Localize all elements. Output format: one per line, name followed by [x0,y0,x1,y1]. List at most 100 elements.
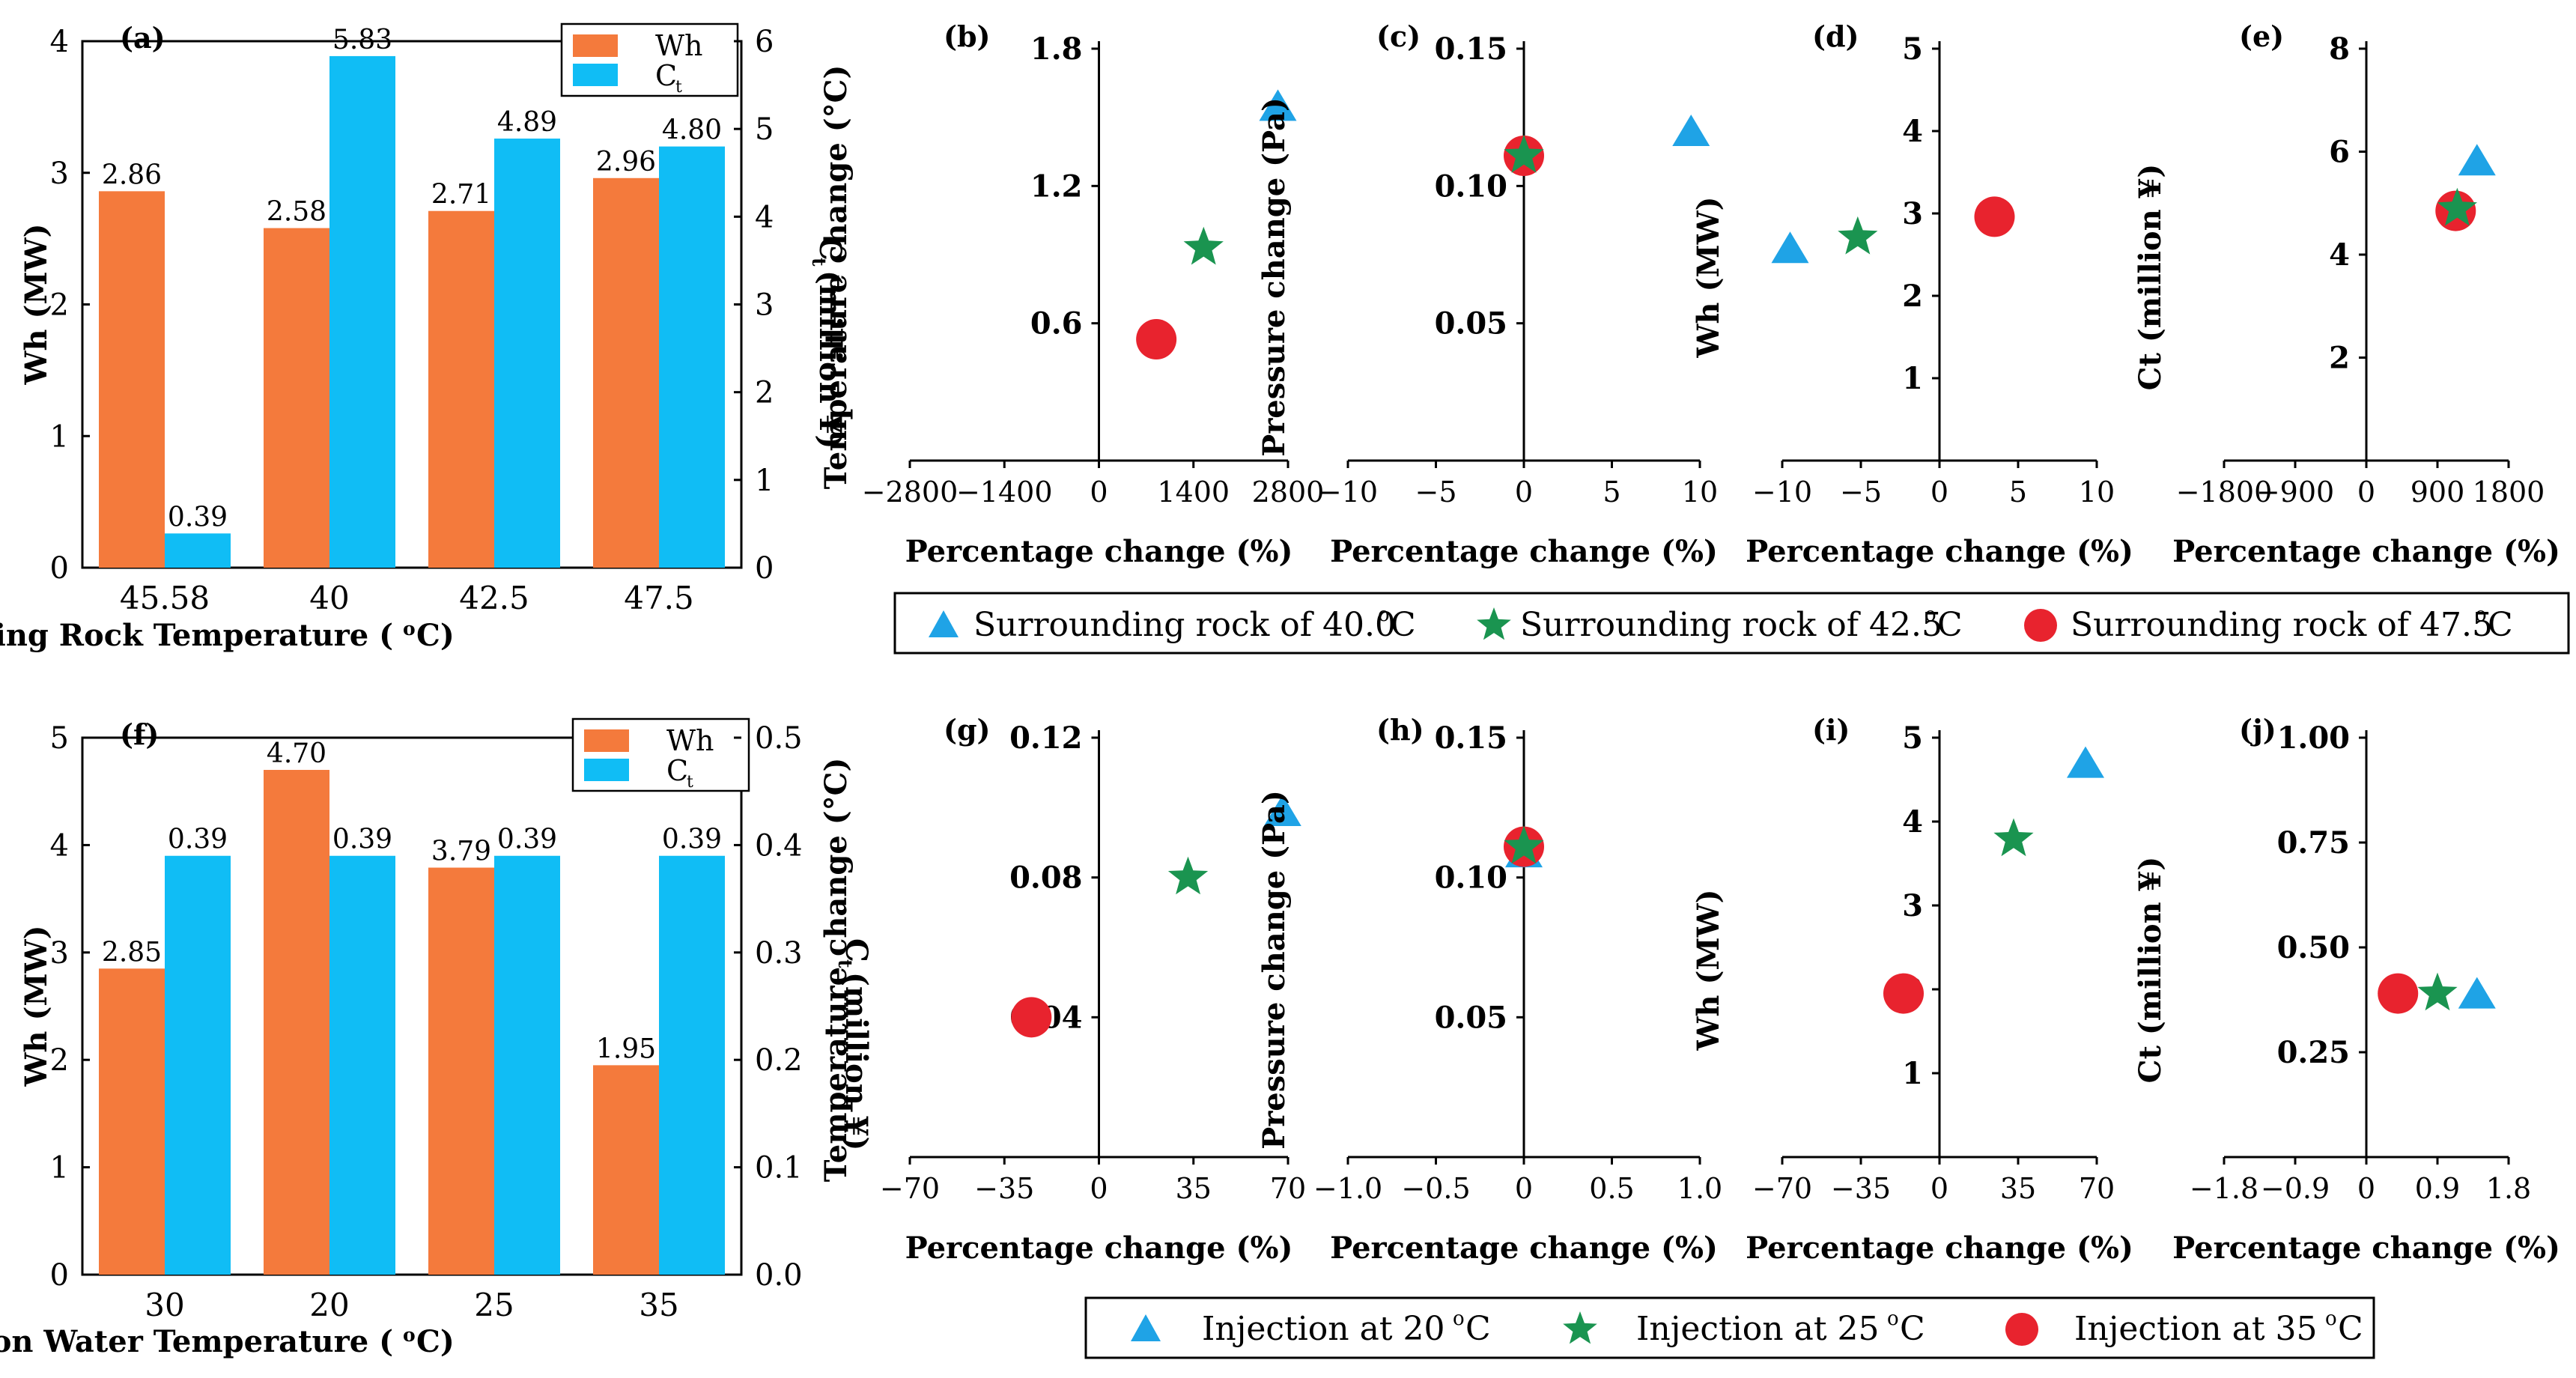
y2-tick-label: 0.5 [755,721,803,756]
star-marker [1838,216,1878,255]
legend-label-47: Surrounding rock of 47.5 [2071,606,2493,644]
panel-label: (i) [1812,713,1850,747]
x-tick-label: −0.5 [1401,1172,1470,1205]
circle-marker [2378,973,2419,1014]
triangle-marker [1263,795,1301,826]
y-tick-label: 2 [1902,279,1923,314]
triangle-marker [2458,144,2496,176]
x-axis-title: Injection Water Temperature ( [0,1324,393,1359]
y-tick-label: 2 [2329,341,2350,376]
legend-label-35: Injection at 35 [2074,1310,2318,1348]
star-marker [2417,972,2458,1011]
panel-label: (d) [1812,19,1859,53]
wh-bar-label: 2.96 [596,147,656,177]
x-tick-label: 40 [309,580,349,616]
bar-chart-a: 0123401234562.860.3945.582.585.83402.714… [50,25,774,616]
legend-frame [893,592,2570,655]
star-marker [1183,226,1224,265]
y-tick-label: 3 [50,936,69,971]
legend-unit-20: C [1465,1310,1491,1348]
wh-bar-label: 2.86 [102,160,162,190]
y2-axis-title-unit: (million ¥) [812,270,848,449]
y2-axis-title-sub: t [834,959,856,968]
x-tick-label: 0 [1515,1172,1533,1205]
y2-tick-label: 6 [755,25,774,59]
wh-bar [593,177,659,568]
triangle-marker [2067,746,2104,778]
legend: Wh C t [571,717,750,792]
star-marker [2437,187,2477,226]
panel-label: (j) [2239,713,2276,747]
wh-bar [428,210,494,568]
y-tick-label: 4 [50,25,69,59]
x-axis-title: Surrounding Rock Temperature ( [0,618,393,653]
x-tick-label: 1.0 [1677,1172,1722,1205]
y2-axis-title-main: C [839,938,874,962]
x-tick-label: −5 [1415,476,1456,509]
star-marker [1993,818,2034,857]
degree-mark: o [1887,1308,1899,1330]
y-tick-label: 0 [50,1258,69,1293]
x-tick-label: −0.9 [2261,1172,2330,1205]
ct-bar [165,855,231,1275]
y-tick-label: 0.50 [2277,930,2350,965]
y-tick-label: 1 [50,1151,69,1186]
x-tick-label: 1.8 [2486,1172,2531,1205]
panel-label: (b) [944,19,991,53]
y-tick-label: 5 [1902,720,1923,756]
y-tick-label: 0.6 [1030,306,1083,342]
x-tick-label: −1400 [956,476,1053,509]
x-tick-label: −70 [880,1172,940,1205]
y-tick-label: 3 [50,157,69,191]
y2-tick-label: 0.0 [755,1258,803,1293]
y-tick-label: 0.15 [1435,720,1507,756]
legend-unit-40: C [1391,606,1416,644]
triangle-marker [1672,115,1710,146]
ct-bar-label: 4.89 [497,107,557,138]
y-tick-label: 0.12 [1009,720,1082,756]
wh-bar-label: 2.58 [267,197,326,228]
x-tick-label: 0.9 [2415,1172,2460,1205]
x-tick-label: 10 [2079,476,2115,509]
x-tick-label: 0 [1090,476,1108,509]
triangle-marker [1771,231,1809,264]
ct-bar-label: 0.39 [497,825,557,855]
legend-swatch-ct [573,64,618,86]
ct-bar-label: 5.83 [332,25,392,55]
y2-tick-label: 4 [755,200,774,234]
y-tick-label: 6 [2329,135,2350,170]
x-tick-label: 0 [1090,1172,1108,1205]
y-tick-label: 5 [1902,31,1923,67]
panel-label: (h) [1376,713,1424,747]
x-tick-label: −5 [1840,476,1882,509]
y2-tick-label: 0 [755,551,774,586]
scatter-chart-b: (b) −2800−1400 0 1400 2800 0.6 1.2 1.8 Percentag… [818,19,1324,569]
legend-unit-35: C [2338,1310,2363,1348]
x-axis-title: Percentage change (%) [2172,1230,2560,1266]
wh-bar [593,1065,659,1275]
x-tick-label: 35 [639,1287,678,1323]
y-tick-label: 0.15 [1435,31,1507,67]
x-tick-label: −35 [974,1172,1034,1205]
y2-tick-label: 0.1 [755,1151,803,1186]
x-axis-title: Percentage change (%) [1746,534,2133,569]
legend-unit-25: C [1900,1310,1925,1348]
x-tick-label: −1.8 [2190,1172,2258,1205]
y-tick-label: 0.08 [1009,861,1082,896]
x-tick-label: −2800 [862,476,959,509]
y-tick-label: 0.05 [1435,1000,1507,1035]
ct-bar-label: 4.80 [662,115,722,146]
x-tick-label: 47.5 [624,580,694,616]
x-axis-title: Percentage change (%) [2172,534,2560,569]
x-tick-label: −35 [1831,1172,1891,1205]
bar-chart-f: 0 1 2 3 4 5 0.0 0.1 0.2 0.3 0.4 0.5 2.85 0.39 30 4.70 0.… [50,721,803,1323]
y-tick-label: 0.75 [2277,825,2350,861]
y-tick-label: 1.00 [2277,720,2350,756]
degree-mark: o [2475,604,2487,626]
x-axis-title: Percentage change (%) [1746,1230,2133,1266]
x-axis-unit: C) [416,618,455,653]
legend-frame [1084,1296,2375,1359]
y2-axis-title-main: C [812,237,848,261]
y-tick-label: 0.05 [1435,306,1507,342]
ct-bar [494,139,560,568]
